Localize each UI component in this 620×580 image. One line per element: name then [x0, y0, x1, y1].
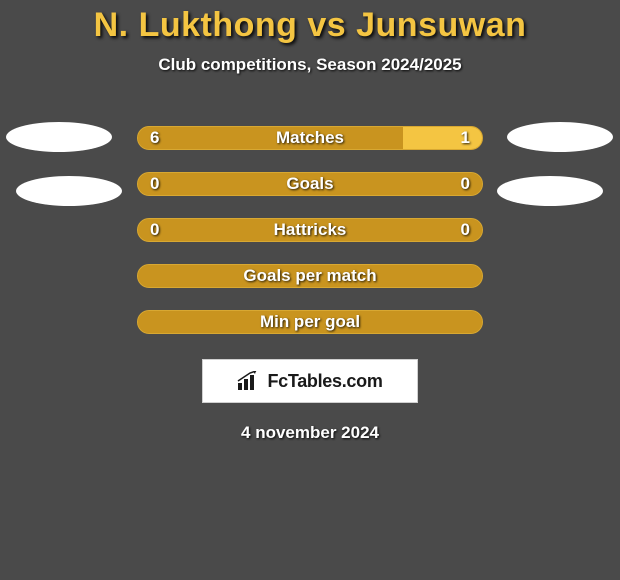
stat-row: Matches61	[0, 115, 620, 161]
value-right: 1	[440, 127, 470, 149]
bar-track: Hattricks00	[137, 218, 483, 242]
bar-segment-left	[138, 173, 482, 195]
value-right: 0	[440, 173, 470, 195]
logo-box: FcTables.com	[202, 359, 418, 403]
bar-track: Min per goal	[137, 310, 483, 334]
comparison-card: N. Lukthong vs Junsuwan Club competition…	[0, 0, 620, 580]
logo-text: FcTables.com	[267, 371, 382, 392]
bar-segment-left	[138, 265, 482, 287]
stat-rows: Matches61Goals00Hattricks00Goals per mat…	[0, 115, 620, 345]
value-left: 0	[150, 173, 180, 195]
stat-row: Hattricks00	[0, 207, 620, 253]
value-left: 6	[150, 127, 180, 149]
bar-track: Goals00	[137, 172, 483, 196]
value-right: 0	[440, 219, 470, 241]
subtitle: Club competitions, Season 2024/2025	[0, 55, 620, 75]
bar-segment-left	[138, 219, 482, 241]
bar-chart-icon	[237, 371, 261, 391]
bar-track: Matches61	[137, 126, 483, 150]
date-text: 4 november 2024	[0, 423, 620, 443]
page-title: N. Lukthong vs Junsuwan	[0, 6, 620, 45]
bar-track: Goals per match	[137, 264, 483, 288]
stat-row: Min per goal	[0, 299, 620, 345]
stat-row: Goals00	[0, 161, 620, 207]
value-left: 0	[150, 219, 180, 241]
stat-row: Goals per match	[0, 253, 620, 299]
bar-segment-left	[138, 311, 482, 333]
